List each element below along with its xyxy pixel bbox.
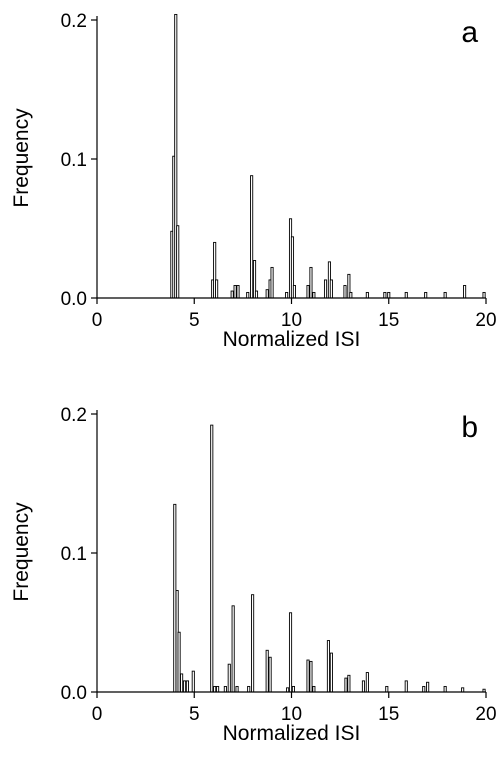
bar: [365, 291, 369, 299]
bar: [312, 291, 316, 299]
bar: [404, 680, 408, 693]
bar: [443, 291, 447, 299]
bar: [443, 685, 447, 693]
bar: [250, 175, 254, 299]
bar: [231, 605, 235, 693]
bar: [213, 685, 217, 693]
bar: [268, 656, 272, 693]
x-tick-label: 5: [189, 704, 200, 725]
bar: [306, 659, 310, 693]
panel-letter: b: [461, 411, 478, 444]
bar: [309, 266, 313, 299]
bar: [216, 685, 220, 693]
bar: [173, 503, 177, 693]
y-tick-label: 0.1: [61, 150, 87, 171]
bar: [312, 685, 316, 693]
bar: [422, 685, 426, 693]
bar: [180, 673, 184, 693]
bar: [323, 279, 328, 299]
x-tick-label: 20: [475, 310, 496, 331]
x-tick-label: 0: [92, 704, 103, 725]
x-axis-title: Normalized ISI: [223, 328, 361, 351]
bar: [233, 285, 237, 299]
bar: [482, 291, 486, 299]
bar: [365, 672, 369, 693]
x-tick-label: 10: [281, 704, 302, 725]
bar: [288, 612, 293, 693]
bar: [383, 291, 387, 299]
bar: [227, 663, 231, 693]
bar: [343, 285, 347, 299]
bar: [236, 285, 240, 299]
bar: [265, 649, 269, 693]
bar: [404, 291, 408, 299]
bar: [349, 291, 353, 299]
bar: [251, 594, 255, 693]
y-tick-label: 0.2: [61, 11, 87, 32]
bar: [461, 687, 465, 693]
bar: [270, 266, 274, 299]
bar: [215, 279, 219, 299]
x-axis-title: Normalized ISI: [223, 722, 361, 745]
y-tick-label: 0.1: [61, 544, 87, 565]
bar: [191, 670, 195, 693]
bar: [182, 680, 187, 693]
bar: [309, 660, 313, 693]
bar: [306, 285, 310, 299]
y-tick-label: 0.2: [61, 405, 87, 426]
panel-letter: a: [461, 16, 478, 49]
bar: [385, 685, 389, 693]
panel-a: 0 5 10 15 20 0.0 0.1 0.2 Normalized ISI Frequency…: [10, 11, 497, 351]
x-tick-label: 0: [92, 310, 103, 331]
bar: [329, 652, 333, 693]
bar: [210, 424, 214, 693]
bar: [387, 291, 391, 299]
bar: [265, 289, 269, 299]
bar: [235, 685, 239, 693]
bar: [361, 680, 366, 693]
y-axis-title: Frequency: [10, 502, 33, 602]
bar: [329, 279, 333, 299]
bar: [344, 677, 348, 693]
bar: [223, 685, 227, 693]
bar: [254, 290, 259, 299]
y-tick-label: 0.0: [61, 683, 87, 704]
bar: [230, 290, 234, 299]
x-tick-label: 20: [475, 704, 496, 725]
bar: [291, 685, 295, 693]
x-tick-label: 5: [189, 310, 200, 331]
y-tick-label: 0.0: [61, 289, 87, 310]
panel-b: 0 5 10 15 20 0.0 0.1 0.2 Normalized ISI Frequency…: [10, 405, 497, 745]
x-tick-label: 15: [378, 704, 399, 725]
bar: [292, 285, 296, 299]
x-tick-label: 15: [378, 310, 399, 331]
bar: [185, 680, 189, 693]
bar: [177, 631, 181, 693]
bar: [463, 285, 467, 299]
bar: [347, 674, 351, 693]
bar: [424, 291, 428, 299]
bar: [285, 291, 289, 299]
bar: [286, 687, 290, 693]
bar: [247, 685, 251, 693]
bar: [246, 291, 250, 299]
bar: [326, 640, 331, 693]
bar: [176, 225, 180, 299]
x-tick-label: 10: [281, 310, 302, 331]
bar: [426, 681, 430, 693]
y-axis-title: Frequency: [10, 108, 33, 208]
